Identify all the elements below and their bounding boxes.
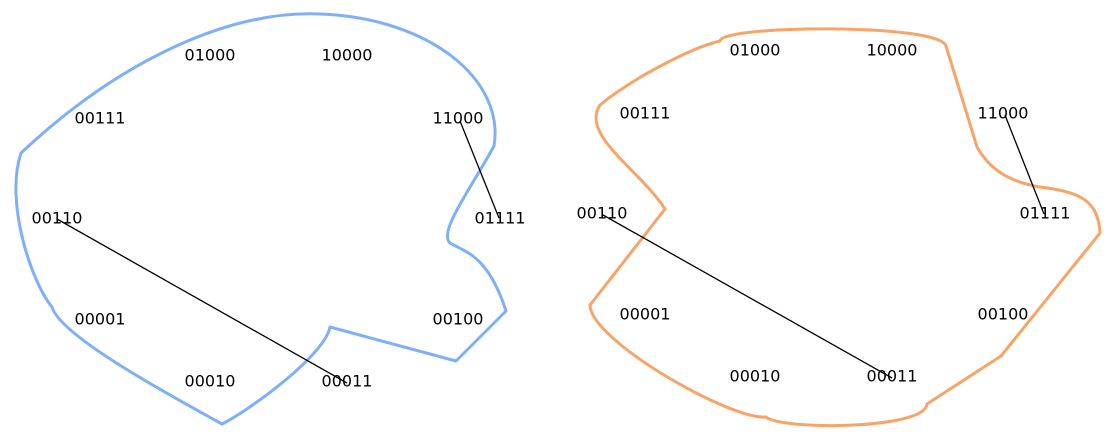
left-node-label: 00010 [185,372,236,391]
left-boundary-curve [14,12,508,426]
right-node-label: 00111 [620,104,671,123]
left-node-label: 00011 [322,372,373,391]
right-node-label: 10000 [867,41,918,60]
left-node-label: 00111 [75,109,126,128]
right-node-label: 11000 [978,104,1029,123]
right-node-label: 01000 [730,41,781,60]
right-node-label: 00110 [577,204,628,223]
right-node-label: 00011 [867,367,918,386]
left-node-label: 10000 [322,46,373,65]
left-node-label: 01111 [475,209,526,228]
right-node-label: 01111 [1020,204,1071,223]
right-panel: 01000 10000 00111 11000 00110 01111 0000… [577,27,1102,428]
left-node-label: 00001 [75,310,126,329]
right-link-11000-01111 [1004,114,1045,215]
right-link-00110-00011 [602,214,893,379]
left-node-label: 01000 [185,46,236,65]
left-node-label: 00110 [32,209,83,228]
right-node-label: 00100 [978,305,1029,324]
right-node-label: 00001 [620,305,671,324]
left-link-00110-00011 [56,218,348,384]
right-node-label: 00010 [730,367,781,386]
left-node-label: 11000 [433,109,484,128]
left-panel: 01000 10000 00111 11000 00110 01111 0000… [14,12,526,426]
left-node-label: 00100 [433,310,484,329]
right-boundary-curve [588,27,1102,428]
left-link-11000-01111 [459,120,500,219]
